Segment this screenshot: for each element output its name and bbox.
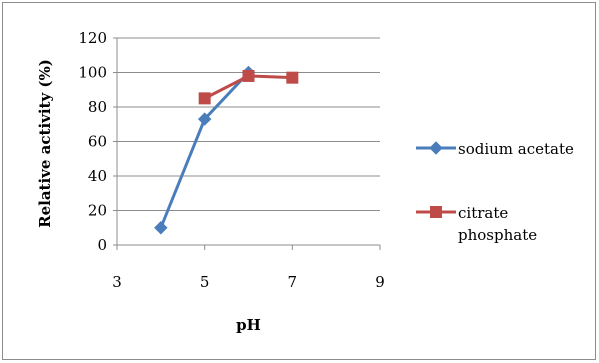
x-axis-title: pH — [236, 316, 261, 334]
data-point — [154, 221, 168, 235]
data-point — [197, 112, 212, 126]
x-tick-label: 5 — [200, 273, 210, 291]
legend-label-line: phosphate — [458, 226, 537, 244]
legend-label: sodium acetate — [458, 140, 574, 158]
y-tick-labels: 0 20 40 60 80 100 120 — [78, 29, 107, 254]
y-tick-label: 60 — [88, 133, 107, 151]
legend-marker — [429, 141, 443, 155]
legend: sodium acetate citrate phosphate — [416, 140, 574, 244]
data-point — [198, 92, 211, 105]
series-group — [154, 65, 299, 235]
y-tick-label: 40 — [88, 167, 107, 185]
series-2 — [198, 69, 299, 105]
legend-label-line: sodium acetate — [458, 140, 574, 158]
legend-entry-2: citrate phosphate — [416, 204, 537, 244]
y-tick-label: 20 — [88, 202, 107, 220]
data-point — [286, 71, 299, 84]
y-tick-label: 120 — [78, 29, 107, 47]
legend-label-line: citrate — [458, 204, 508, 222]
x-tick-labels: 3 5 7 9 — [112, 273, 385, 291]
axes — [116, 38, 381, 250]
x-tick-label: 3 — [112, 273, 122, 291]
legend-label: citrate phosphate — [458, 204, 537, 244]
x-tick-label: 9 — [375, 273, 385, 291]
legend-entry-1: sodium acetate — [416, 140, 574, 158]
data-point — [242, 69, 255, 82]
series-1 — [154, 65, 256, 235]
y-tick-label: 100 — [78, 64, 107, 82]
legend-marker — [430, 206, 442, 218]
y-axis-title: Relative activity (%) — [36, 59, 54, 228]
y-tick-label: 80 — [88, 98, 107, 116]
chart-frame — [2, 2, 596, 360]
x-tick-label: 7 — [288, 273, 298, 291]
y-tick-label: 0 — [97, 236, 107, 254]
